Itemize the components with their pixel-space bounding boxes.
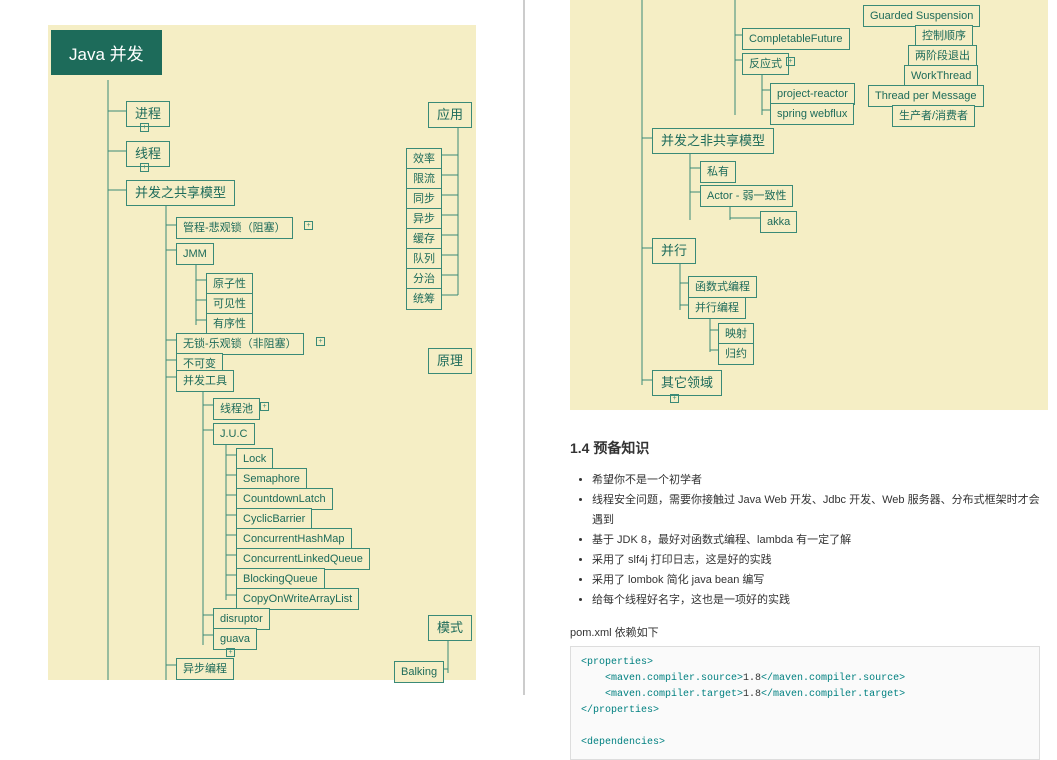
- node-cyclicbarrier[interactable]: CyclicBarrier: [236, 508, 312, 530]
- node-lockfree[interactable]: 无锁-乐观锁（非阻塞）: [176, 333, 304, 355]
- list-item: 给每个线程好名字，这也是一项好的实践: [592, 590, 1040, 610]
- node-async-programming[interactable]: 异步编程: [176, 658, 234, 680]
- expand-icon[interactable]: +: [670, 394, 679, 403]
- node-juc[interactable]: J.U.C: [213, 423, 255, 445]
- node-map[interactable]: 映射: [718, 323, 754, 345]
- node-workthread[interactable]: WorkThread: [904, 65, 978, 87]
- node-threadpool[interactable]: 线程池: [213, 398, 260, 420]
- list-item: 基于 JDK 8，最好对函数式编程、lambda 有一定了解: [592, 530, 1040, 550]
- expand-icon[interactable]: +: [260, 402, 269, 411]
- list-item: 线程安全问题，需要你接触过 Java Web 开发、Jdbc 开发、Web 服务…: [592, 490, 1040, 530]
- node-atomicity[interactable]: 原子性: [206, 273, 253, 295]
- mindmap-left: Java 并发 进程 + 线程 + 并发之共享模型 管程-悲观锁（阻塞） + J…: [48, 25, 476, 680]
- node-concurrenthashmap[interactable]: ConcurrentHashMap: [236, 528, 352, 550]
- expand-icon[interactable]: +: [226, 648, 235, 657]
- node-pattern[interactable]: 模式: [428, 615, 472, 641]
- node-twophase[interactable]: 两阶段退出: [908, 45, 977, 67]
- list-item: 采用了 slf4j 打印日志，这是好的实践: [592, 550, 1040, 570]
- expand-icon[interactable]: +: [140, 123, 149, 132]
- expand-icon[interactable]: +: [304, 221, 313, 230]
- node-guava[interactable]: guava: [213, 628, 257, 650]
- page-right: CompletableFuture 反应式 + project-reactor …: [525, 0, 1055, 695]
- prose-section: 1.4 预备知识 希望你不是一个初学者 线程安全问题，需要你接触过 Java W…: [570, 438, 1040, 760]
- node-akka[interactable]: akka: [760, 211, 797, 233]
- node-nonshared-model[interactable]: 并发之非共享模型: [652, 128, 774, 154]
- node-other-domain[interactable]: 其它领域: [652, 370, 722, 396]
- node-ordering[interactable]: 有序性: [206, 313, 253, 335]
- expand-icon[interactable]: +: [316, 337, 325, 346]
- expand-icon[interactable]: +: [140, 163, 149, 172]
- node-tools[interactable]: 并发工具: [176, 370, 234, 392]
- bullet-list: 希望你不是一个初学者 线程安全问题，需要你接触过 Java Web 开发、Jdb…: [592, 470, 1040, 610]
- node-async[interactable]: 异步: [406, 208, 442, 230]
- node-guarded-suspension[interactable]: Guarded Suspension: [863, 5, 980, 27]
- node-shared-model[interactable]: 并发之共享模型: [126, 180, 235, 206]
- section-title: 1.4 预备知识: [570, 438, 1040, 458]
- mindmap-right: CompletableFuture 反应式 + project-reactor …: [570, 0, 1048, 410]
- node-concurrentlinkedqueue[interactable]: ConcurrentLinkedQueue: [236, 548, 370, 570]
- node-balking[interactable]: Balking: [394, 661, 444, 683]
- node-copyonwritearraylist[interactable]: CopyOnWriteArrayList: [236, 588, 359, 610]
- node-reduce[interactable]: 归约: [718, 343, 754, 365]
- node-principle[interactable]: 原理: [428, 348, 472, 374]
- node-functional[interactable]: 函数式编程: [688, 276, 757, 298]
- node-divide[interactable]: 分治: [406, 268, 442, 290]
- pom-label: pom.xml 依赖如下: [570, 624, 1040, 640]
- root-node: Java 并发: [51, 30, 162, 75]
- node-spring-webflux[interactable]: spring webflux: [770, 103, 854, 125]
- node-jmm[interactable]: JMM: [176, 243, 214, 265]
- node-actor[interactable]: Actor - 弱一致性: [700, 185, 793, 207]
- node-app[interactable]: 应用: [428, 102, 472, 128]
- node-pessimistic[interactable]: 管程-悲观锁（阻塞）: [176, 217, 293, 239]
- node-project-reactor[interactable]: project-reactor: [770, 83, 855, 105]
- page-left: Java 并发 进程 + 线程 + 并发之共享模型 管程-悲观锁（阻塞） + J…: [0, 0, 525, 695]
- list-item: 希望你不是一个初学者: [592, 470, 1040, 490]
- node-private[interactable]: 私有: [700, 161, 736, 183]
- node-blockingqueue[interactable]: BlockingQueue: [236, 568, 325, 590]
- node-cache[interactable]: 缓存: [406, 228, 442, 250]
- node-countdownlatch[interactable]: CountdownLatch: [236, 488, 333, 510]
- expand-icon[interactable]: +: [786, 57, 795, 66]
- node-visibility[interactable]: 可见性: [206, 293, 253, 315]
- code-block: <properties> <maven.compiler.source>1.8<…: [570, 646, 1040, 760]
- node-queue[interactable]: 队列: [406, 248, 442, 270]
- node-parallel[interactable]: 并行: [652, 238, 696, 264]
- node-ratelimit[interactable]: 限流: [406, 168, 442, 190]
- node-disruptor[interactable]: disruptor: [213, 608, 270, 630]
- node-lock[interactable]: Lock: [236, 448, 273, 470]
- node-sync[interactable]: 同步: [406, 188, 442, 210]
- node-semaphore[interactable]: Semaphore: [236, 468, 307, 490]
- node-producer-consumer[interactable]: 生产者/消费者: [892, 105, 975, 127]
- list-item: 采用了 lombok 简化 java bean 编写: [592, 570, 1040, 590]
- node-thread-per-message[interactable]: Thread per Message: [868, 85, 984, 107]
- node-reactive[interactable]: 反应式: [742, 53, 789, 75]
- node-efficiency[interactable]: 效率: [406, 148, 442, 170]
- node-completablefuture[interactable]: CompletableFuture: [742, 28, 850, 50]
- node-control-order[interactable]: 控制顺序: [915, 25, 973, 47]
- node-parallel-programming[interactable]: 并行编程: [688, 297, 746, 319]
- node-overall[interactable]: 统筹: [406, 288, 442, 310]
